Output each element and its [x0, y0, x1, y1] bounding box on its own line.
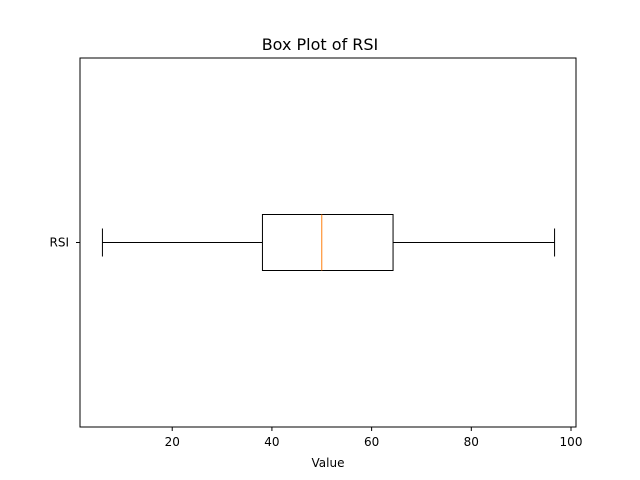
box-group: [101, 214, 556, 271]
box-plot-series: [101, 214, 556, 271]
x-axis-label: Value: [312, 456, 345, 470]
x-tick-label: 20: [165, 435, 180, 449]
chart-title: Box Plot of RSI: [262, 35, 379, 54]
y-axis-ticks: RSI: [50, 236, 80, 250]
x-tick-label: 60: [364, 435, 379, 449]
x-tick-label: 40: [264, 435, 279, 449]
x-tick-label: 100: [560, 435, 583, 449]
x-axis-ticks: 20 40 60 80 100: [165, 427, 583, 449]
y-tick-label: RSI: [50, 236, 70, 250]
iqr-box: [261, 214, 394, 271]
x-tick-label: 80: [464, 435, 479, 449]
